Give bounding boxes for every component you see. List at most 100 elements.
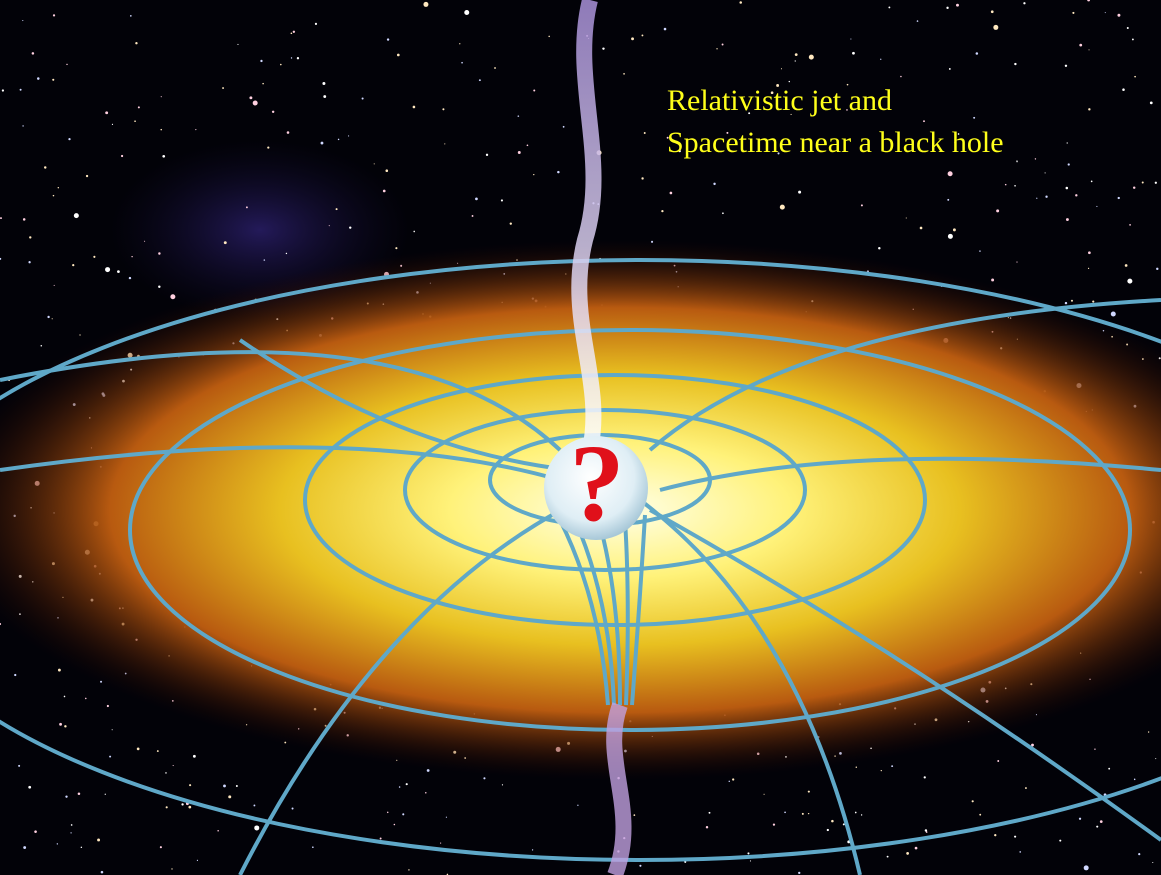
star (53, 195, 55, 197)
star (380, 837, 382, 839)
star (44, 166, 46, 168)
star (112, 729, 113, 730)
caption-line: Relativistic jet and (667, 84, 892, 117)
star (1036, 198, 1037, 199)
star (173, 765, 174, 766)
star (93, 256, 95, 258)
star (494, 67, 496, 69)
star (784, 811, 786, 813)
star (188, 806, 191, 809)
star (809, 55, 814, 60)
star (1150, 101, 1153, 104)
star (1092, 301, 1094, 303)
star (14, 674, 16, 676)
star (664, 28, 667, 31)
star (747, 852, 749, 854)
star (475, 197, 478, 200)
star (732, 778, 734, 780)
star (34, 830, 37, 833)
star (946, 7, 948, 9)
star (633, 814, 635, 816)
star (189, 784, 191, 786)
jet-lower (614, 705, 623, 875)
star (557, 171, 559, 173)
star (808, 813, 809, 814)
star (1079, 818, 1081, 820)
star (1079, 44, 1082, 47)
star (789, 81, 790, 82)
star (385, 169, 388, 172)
star (1105, 12, 1106, 13)
star (709, 812, 711, 814)
star (518, 151, 521, 154)
star (464, 10, 469, 15)
star (1016, 261, 1017, 262)
star (1129, 224, 1131, 226)
star (976, 52, 979, 55)
star (773, 823, 775, 825)
star (1025, 787, 1027, 789)
star (670, 192, 673, 195)
star (170, 294, 175, 299)
star (315, 23, 317, 25)
star (991, 278, 994, 281)
star (948, 234, 953, 239)
star (639, 865, 641, 867)
star (1100, 820, 1103, 823)
star (906, 852, 909, 855)
star (1014, 185, 1016, 187)
star (321, 142, 324, 145)
star (20, 89, 22, 91)
star (798, 872, 800, 874)
star (47, 316, 49, 318)
star (253, 100, 258, 105)
star (1035, 158, 1036, 159)
star (166, 806, 168, 808)
star (795, 53, 798, 56)
star (880, 59, 881, 60)
star (64, 696, 66, 698)
star (23, 846, 26, 849)
star (1127, 27, 1129, 29)
star (979, 814, 981, 816)
star (425, 792, 427, 794)
star (881, 770, 882, 771)
star (22, 125, 23, 126)
star (446, 817, 447, 818)
star (348, 135, 349, 136)
star (479, 79, 481, 81)
star (722, 212, 724, 214)
star (722, 44, 724, 46)
star (739, 1, 742, 4)
star (979, 250, 980, 251)
star (134, 120, 136, 122)
star (158, 252, 160, 254)
star (374, 163, 375, 164)
star (262, 83, 264, 85)
star (888, 6, 890, 8)
star (661, 210, 663, 212)
star (926, 831, 928, 833)
star (397, 54, 400, 57)
star (1152, 862, 1153, 863)
star (827, 829, 829, 831)
star (991, 10, 994, 13)
star (395, 247, 397, 249)
star (72, 264, 74, 266)
star (312, 846, 314, 848)
star (65, 796, 67, 798)
star (1094, 748, 1095, 749)
star (254, 825, 259, 830)
star (29, 236, 31, 238)
star (459, 43, 460, 44)
star (1084, 865, 1089, 870)
star (1134, 76, 1136, 78)
star (483, 777, 485, 779)
star (1066, 218, 1069, 221)
star (442, 108, 444, 110)
star (510, 222, 512, 224)
star (138, 106, 140, 108)
star (795, 60, 796, 61)
star (1066, 187, 1069, 190)
star (160, 129, 162, 131)
